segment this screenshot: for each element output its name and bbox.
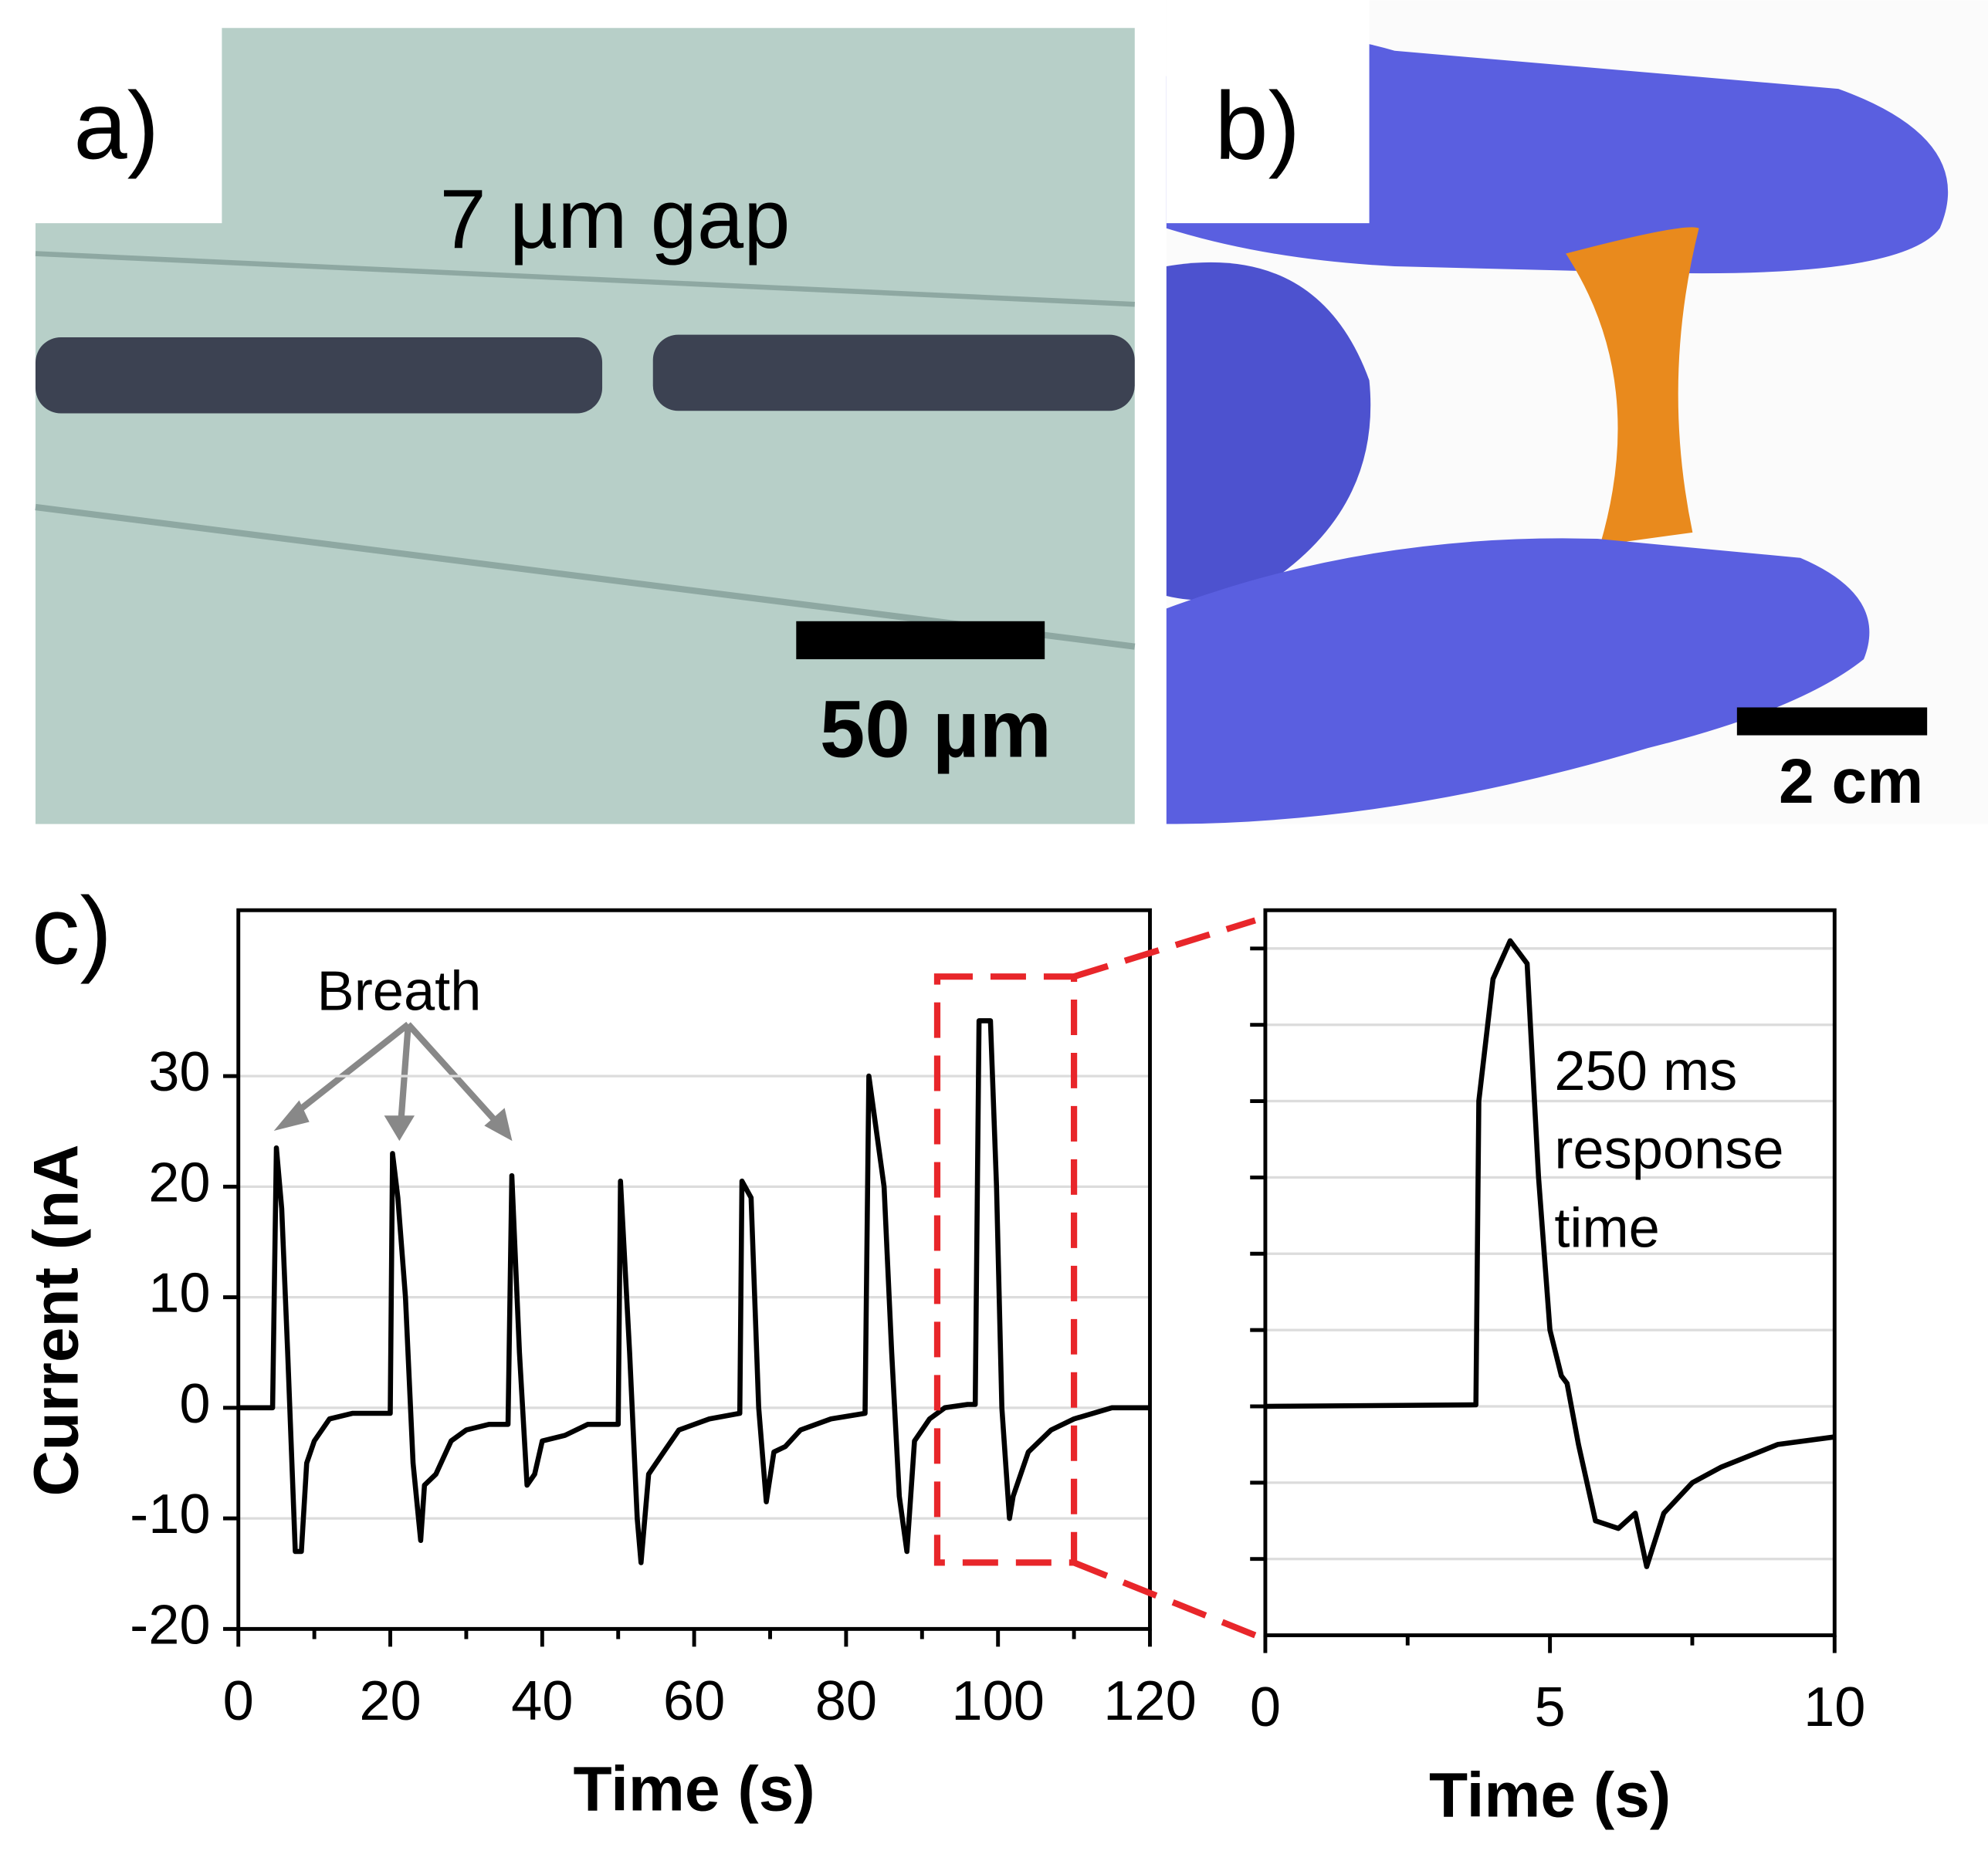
panel-label: b) (1214, 73, 1300, 180)
x-tick-label: 120 (1103, 1670, 1197, 1732)
y-tick-label: 0 (179, 1373, 210, 1435)
annotation: time (1554, 1197, 1659, 1259)
y-tick-label: -10 (130, 1484, 210, 1545)
annotation: 7 µm gap (439, 172, 790, 266)
scale-label: 2 cm (1779, 746, 1923, 817)
label-box (1166, 0, 1370, 224)
data-line (238, 1018, 1150, 1565)
x-tick-label: 20 (359, 1670, 421, 1732)
data-line (1265, 938, 1835, 1569)
y-tick-label: 30 (148, 1041, 210, 1103)
x-axis-label: Time (s) (573, 1754, 815, 1825)
scale-label: 50 µm (820, 684, 1052, 774)
x-tick-label: 60 (663, 1670, 725, 1732)
label-box (0, 0, 222, 224)
annotation: response (1554, 1119, 1783, 1181)
electrode (652, 334, 1135, 411)
panel-label: a) (73, 73, 159, 180)
plot-frame (236, 908, 1152, 1631)
x-tick-label: 80 (815, 1670, 877, 1732)
zoom-connector (1072, 1559, 1257, 1639)
zoom-connector (1072, 917, 1257, 980)
annotation: 250 ms (1554, 1040, 1737, 1102)
electrode (35, 337, 603, 414)
panel-label: c) (32, 877, 112, 984)
y-tick-label: -20 (130, 1594, 210, 1656)
x-tick-label: 0 (1250, 1677, 1281, 1738)
plot-frame (1263, 908, 1837, 1638)
sample (1566, 227, 1699, 546)
scale-bar (1736, 707, 1928, 736)
x-tick-label: 40 (511, 1670, 573, 1732)
x-tick-label: 5 (1535, 1677, 1566, 1738)
glove (1166, 262, 1371, 601)
y-tick-label: 10 (148, 1263, 210, 1325)
scale-bar (796, 621, 1045, 660)
x-tick-label: 10 (1803, 1677, 1865, 1738)
annotation: Breath (317, 960, 482, 1022)
arrowheads (273, 1100, 513, 1142)
y-tick-label: 20 (148, 1152, 210, 1213)
y-axis-label: Current (nA (22, 1144, 92, 1496)
channel-edge (35, 251, 1135, 307)
x-tick-label: 100 (951, 1670, 1045, 1732)
glove (1166, 538, 1870, 824)
zoom-box (933, 973, 1078, 1566)
x-tick-label: 0 (223, 1670, 254, 1732)
x-axis-label: Time (s) (1429, 1761, 1671, 1831)
